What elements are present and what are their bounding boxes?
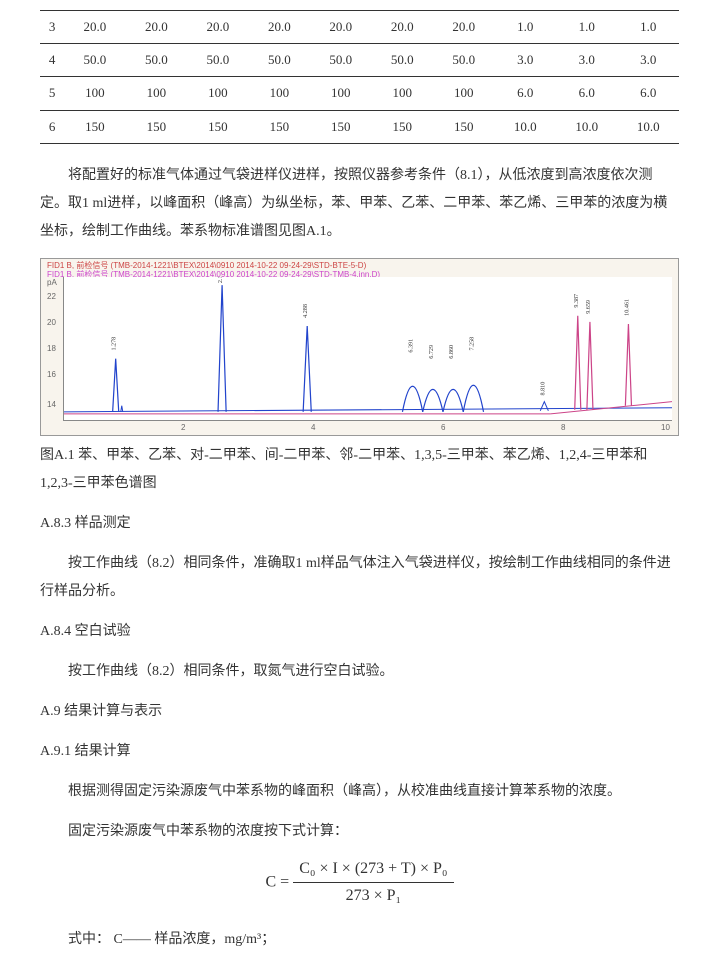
cell: 3.0	[556, 44, 617, 77]
cell: 20.0	[433, 11, 494, 44]
y-tick: 20	[47, 317, 56, 328]
cell: 20.0	[249, 11, 310, 44]
section-a91-body1: 根据测得固定污染源废气中苯系物的峰面积（峰高），从校准曲线直接计算苯系物的浓度。	[40, 778, 679, 806]
cell: 1.0	[556, 11, 617, 44]
concentration-formula: C = C₀ × I × (273 + T) × P₀ 273 × P₁	[40, 858, 679, 908]
x-tick: 10	[661, 422, 670, 433]
svg-text:7.258: 7.258	[469, 337, 475, 351]
cell: 50.0	[310, 44, 371, 77]
cell: 20.0	[310, 11, 371, 44]
cell: 100	[433, 77, 494, 110]
cell: 50.0	[372, 44, 433, 77]
cell: 50.0	[64, 44, 125, 77]
x-tick: 2	[181, 422, 185, 433]
cell: 50.0	[249, 44, 310, 77]
cell: 100	[126, 77, 187, 110]
svg-text:8.810: 8.810	[540, 381, 546, 395]
cell: 150	[310, 110, 371, 143]
chromatogram-chart: FID1 B, 前检信号 (TMB-2014-1221\BTEX\2014\09…	[40, 258, 679, 436]
formula-where: 式中： C—— 样品浓度，mg/m³；	[40, 926, 679, 954]
section-a83-title: A.8.3 样品测定	[40, 510, 679, 538]
svg-text:6.391: 6.391	[409, 339, 415, 353]
figure-caption: 图A.1 苯、甲苯、乙苯、对-二甲苯、间-二甲苯、邻-二甲苯、1,3,5-三甲苯…	[40, 442, 679, 498]
section-a84-body: 按工作曲线（8.2）相同条件，取氮气进行空白试验。	[40, 658, 679, 686]
cell: 150	[187, 110, 248, 143]
chromatogram-svg: 1.278 2.18 4.288 6.391 6.729 6.860 7.258…	[64, 277, 672, 420]
cell: 6.0	[617, 77, 679, 110]
cell: 10.0	[495, 110, 556, 143]
table-row: 3 20.0 20.0 20.0 20.0 20.0 20.0 20.0 1.0…	[40, 11, 679, 44]
svg-text:10.461: 10.461	[624, 299, 630, 316]
svg-text:9.387: 9.387	[574, 294, 580, 308]
cell: 3	[40, 11, 64, 44]
cell: 150	[126, 110, 187, 143]
legend-line-1: FID1 B, 前检信号 (TMB-2014-1221\BTEX\2014\09…	[47, 261, 380, 271]
svg-text:1.278: 1.278	[112, 337, 118, 351]
cell: 4	[40, 44, 64, 77]
cell: 1.0	[495, 11, 556, 44]
cell: 10.0	[556, 110, 617, 143]
cell: 100	[249, 77, 310, 110]
svg-text:6.860: 6.860	[449, 345, 455, 359]
section-a83-body: 按工作曲线（8.2）相同条件，准确取1 ml样品气体注入气袋进样仪，按绘制工作曲…	[40, 550, 679, 606]
table-row: 4 50.0 50.0 50.0 50.0 50.0 50.0 50.0 3.0…	[40, 44, 679, 77]
section-a91-title: A.9.1 结果计算	[40, 738, 679, 766]
cell: 150	[372, 110, 433, 143]
cell: 150	[249, 110, 310, 143]
x-tick: 6	[441, 422, 445, 433]
cell: 6	[40, 110, 64, 143]
chart-plot-area: 1.278 2.18 4.288 6.391 6.729 6.860 7.258…	[63, 277, 672, 421]
table-row: 6 150 150 150 150 150 150 150 10.0 10.0 …	[40, 110, 679, 143]
cell: 150	[64, 110, 125, 143]
cell: 3.0	[617, 44, 679, 77]
cell: 100	[372, 77, 433, 110]
formula-lhs: C =	[266, 873, 294, 890]
cell: 50.0	[433, 44, 494, 77]
cell: 3.0	[495, 44, 556, 77]
cell: 6.0	[556, 77, 617, 110]
formula-denominator: 273 × P₁	[293, 883, 453, 907]
section-a91-body2: 固定污染源废气中苯系物的浓度按下式计算：	[40, 818, 679, 846]
y-tick: 22	[47, 291, 56, 302]
svg-text:2.18: 2.18	[218, 277, 224, 283]
svg-text:4.288: 4.288	[303, 304, 309, 318]
cell: 20.0	[187, 11, 248, 44]
cell: 5	[40, 77, 64, 110]
cell: 10.0	[617, 110, 679, 143]
section-a84-title: A.8.4 空白试验	[40, 618, 679, 646]
cell: 20.0	[372, 11, 433, 44]
cell: 50.0	[126, 44, 187, 77]
svg-text:9.659: 9.659	[586, 300, 592, 314]
table-body: 3 20.0 20.0 20.0 20.0 20.0 20.0 20.0 1.0…	[40, 11, 679, 144]
y-tick: 14	[47, 399, 56, 410]
formula-fraction: C₀ × I × (273 + T) × P₀ 273 × P₁	[293, 858, 453, 908]
svg-text:6.729: 6.729	[429, 345, 435, 359]
cell: 50.0	[187, 44, 248, 77]
cell: 100	[187, 77, 248, 110]
table-row: 5 100 100 100 100 100 100 100 6.0 6.0 6.…	[40, 77, 679, 110]
cell: 1.0	[617, 11, 679, 44]
y-tick: 18	[47, 343, 56, 354]
formula-numerator: C₀ × I × (273 + T) × P₀	[293, 858, 453, 883]
y-axis-label: pA	[47, 277, 57, 288]
cell: 100	[64, 77, 125, 110]
x-tick: 4	[311, 422, 315, 433]
x-tick: 8	[561, 422, 565, 433]
paragraph-intro: 将配置好的标准气体通过气袋进样仪进样，按照仪器参考条件（8.1），从低浓度到高浓…	[40, 162, 679, 246]
cell: 100	[310, 77, 371, 110]
cell: 150	[433, 110, 494, 143]
cell: 20.0	[64, 11, 125, 44]
cell: 6.0	[495, 77, 556, 110]
section-a9-title: A.9 结果计算与表示	[40, 698, 679, 726]
y-tick: 16	[47, 369, 56, 380]
document-page: 3 20.0 20.0 20.0 20.0 20.0 20.0 20.0 1.0…	[0, 0, 719, 974]
concentration-table: 3 20.0 20.0 20.0 20.0 20.0 20.0 20.0 1.0…	[40, 10, 679, 144]
cell: 20.0	[126, 11, 187, 44]
